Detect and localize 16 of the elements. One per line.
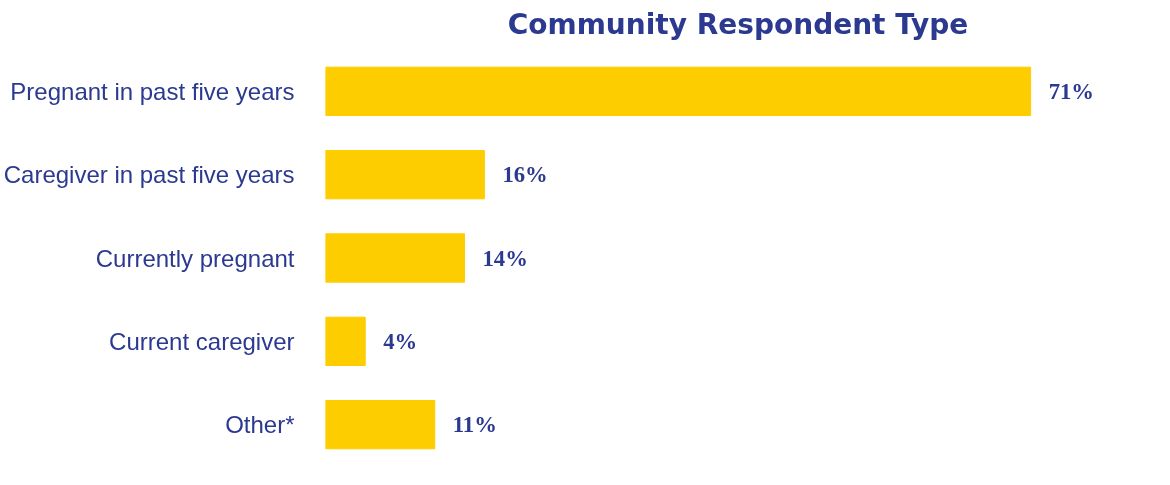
bar <box>325 316 366 366</box>
data-label: 11% <box>452 412 497 438</box>
y-tick-label: Pregnant in past five years <box>10 77 295 105</box>
bar <box>325 66 1032 116</box>
bar <box>325 400 436 450</box>
bar <box>325 233 466 283</box>
data-label: 4% <box>383 328 418 354</box>
chart-title: Community Respondent Type <box>507 7 969 41</box>
y-tick-label: Other* <box>225 411 295 439</box>
y-tick-label: Currently pregnant <box>95 244 295 272</box>
y-tick-label: Caregiver in past five years <box>3 161 295 189</box>
data-label: 16% <box>502 162 548 188</box>
data-label: 71% <box>1048 78 1094 104</box>
bar <box>325 150 485 200</box>
data-label: 14% <box>482 245 528 271</box>
y-tick-label: Current caregiver <box>109 327 295 355</box>
